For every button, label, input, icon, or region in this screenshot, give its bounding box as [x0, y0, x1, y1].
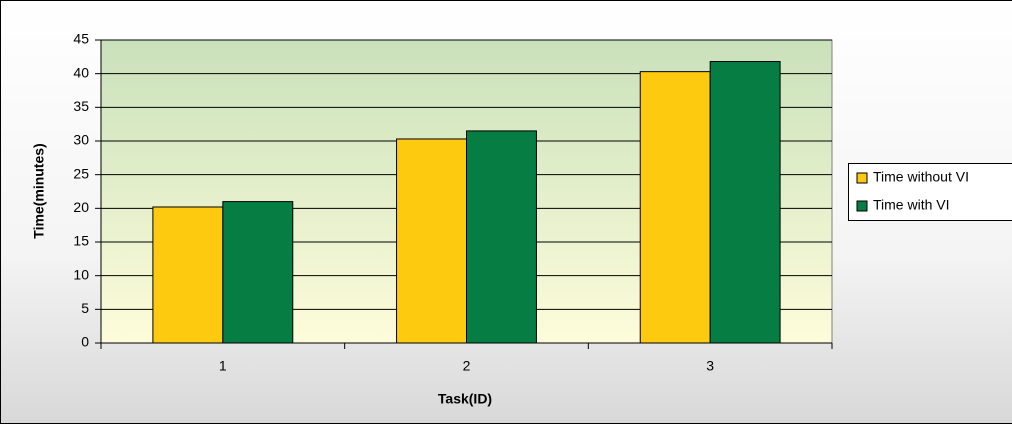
x-tick-label: 2	[463, 358, 471, 374]
bar	[222, 201, 294, 344]
y-tick-label: 45	[73, 31, 89, 47]
bar	[152, 206, 224, 344]
bar	[396, 138, 467, 344]
y-tick-label: 35	[73, 98, 89, 114]
y-axis-label: Time(minutes)	[31, 143, 47, 238]
bar	[466, 130, 537, 344]
y-tick-label: 25	[73, 165, 89, 181]
y-tick-label: 15	[73, 233, 89, 249]
y-tick-label: 0	[81, 334, 89, 350]
y-tick-label: 40	[73, 64, 89, 80]
y-tick-label: 30	[73, 132, 89, 148]
x-tick-label: 3	[706, 358, 714, 374]
legend-swatch	[856, 172, 868, 184]
legend	[848, 163, 1012, 221]
y-tick-label: 5	[81, 300, 89, 316]
y-tick-label: 20	[73, 199, 89, 215]
x-tick-label: 1	[219, 358, 227, 374]
legend-label: Time without VI	[873, 169, 969, 185]
bar	[709, 61, 781, 344]
bar	[639, 71, 711, 344]
y-tick-label: 10	[73, 266, 89, 282]
legend-swatch	[856, 200, 868, 212]
x-axis-label: Task(ID)	[438, 391, 492, 407]
legend-label: Time with VI	[873, 197, 950, 213]
